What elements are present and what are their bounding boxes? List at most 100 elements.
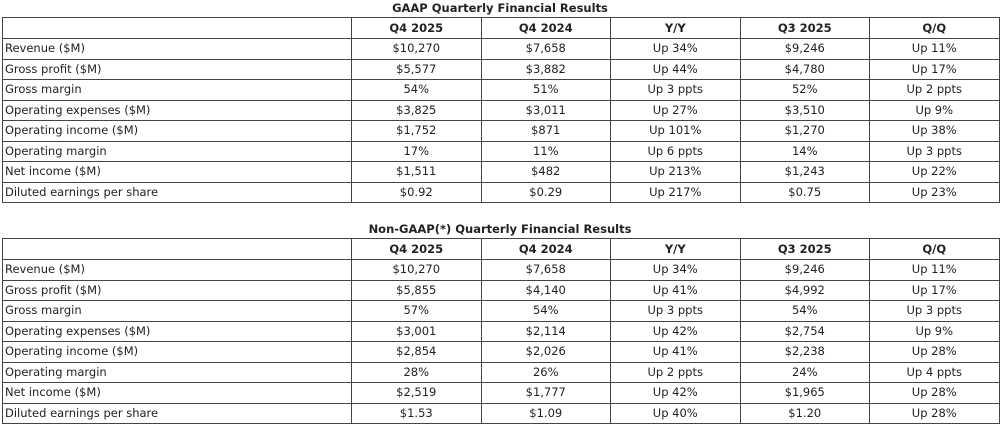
table-cell: Up 41%	[610, 279, 741, 301]
table-cell: $2,519	[351, 382, 482, 404]
table-cell: $1,243	[739, 161, 870, 183]
table-cell: $1,752	[351, 120, 482, 142]
table-cell: Up 28%	[869, 341, 1000, 363]
column-header: Y/Y	[610, 238, 741, 260]
table-cell: $10,270	[351, 259, 482, 281]
table-cell: $1.09	[480, 402, 611, 424]
non-gaap-results-table: Q4 2025 Q4 2024 Y/Y Q3 2025 Q/Q Revenue ($M) $…	[2, 238, 1000, 424]
table-cell: $2,754	[739, 320, 870, 342]
table-cell: $871	[480, 120, 611, 142]
table-cell: $3,510	[739, 99, 870, 121]
table-cell: Up 28%	[869, 402, 1000, 424]
column-header: Q4 2025	[351, 238, 482, 260]
column-header: Q4 2024	[480, 17, 611, 39]
gaap-results-table: Q4 2025 Q4 2024 Y/Y Q3 2025 Q/Q Revenue ($M) $…	[2, 17, 1000, 203]
table-cell: Up 3 ppts	[610, 79, 741, 101]
table-cell: Up 42%	[610, 382, 741, 404]
table-cell: $4,140	[480, 279, 611, 301]
table-cell: Up 3 ppts	[869, 300, 1000, 322]
table-row: Diluted earnings per share $1.53 $1.09 Up 4…	[2, 402, 1000, 424]
table-cell: $3,001	[351, 320, 482, 342]
row-label: Gross margin	[2, 79, 352, 101]
table-cell: $5,855	[351, 279, 482, 301]
table-cell: $9,246	[739, 259, 870, 281]
table-cell: 54%	[739, 300, 870, 322]
table-cell: Up 11%	[869, 259, 1000, 281]
table-cell: Up 23%	[869, 181, 1000, 203]
table-row: Operating margin 17% 11% Up 6 ppts 14% Up 3 p…	[2, 140, 1000, 162]
table-cell: $4,992	[739, 279, 870, 301]
table-cell: Up 2 ppts	[869, 79, 1000, 101]
table-cell: 54%	[480, 300, 611, 322]
table-cell: $1.20	[739, 402, 870, 424]
table-cell: Up 27%	[610, 99, 741, 121]
header-blank	[2, 17, 352, 39]
table-cell: $1,511	[351, 161, 482, 183]
header-blank	[2, 238, 352, 260]
table-row: Operating expenses ($M) $3,001 $2,114 Up 42…	[2, 320, 1000, 342]
table-cell: $2,026	[480, 341, 611, 363]
table-cell: Up 3 ppts	[869, 140, 1000, 162]
table-cell: Up 213%	[610, 161, 741, 183]
table-cell: $2,854	[351, 341, 482, 363]
table-cell: 14%	[739, 140, 870, 162]
table-cell: Up 4 ppts	[869, 361, 1000, 383]
table-cell: Up 41%	[610, 341, 741, 363]
table-cell: 24%	[739, 361, 870, 383]
table-cell: $0.92	[351, 181, 482, 203]
table-cell: $0.29	[480, 181, 611, 203]
row-label: Net income ($M)	[2, 161, 352, 183]
table-row: Net income ($M) $2,519 $1,777 Up 42% $1,965 U…	[2, 382, 1000, 404]
row-label: Gross margin	[2, 300, 352, 322]
row-label: Operating expenses ($M)	[2, 99, 352, 121]
row-label: Gross profit ($M)	[2, 58, 352, 80]
column-header: Q/Q	[869, 238, 1000, 260]
table-cell: $3,882	[480, 58, 611, 80]
non-gaap-table-title: Non-GAAP(*) Quarterly Financial Results	[368, 222, 632, 236]
table-cell: Up 34%	[610, 38, 741, 60]
table-cell: $1.53	[351, 402, 482, 424]
table-cell: 11%	[480, 140, 611, 162]
table-cell: Up 40%	[610, 402, 741, 424]
header-row: Q4 2025 Q4 2024 Y/Y Q3 2025 Q/Q	[2, 17, 1000, 39]
table-cell: Up 28%	[869, 382, 1000, 404]
table-cell: $9,246	[739, 38, 870, 60]
table-row: Diluted earnings per share $0.92 $0.29 Up 2…	[2, 181, 1000, 203]
table-cell: $5,577	[351, 58, 482, 80]
table-cell: Up 101%	[610, 120, 741, 142]
row-label: Diluted earnings per share	[2, 181, 352, 203]
table-cell: Up 2 ppts	[610, 361, 741, 383]
table-cell: $0.75	[739, 181, 870, 203]
table-row: Gross profit ($M) $5,855 $4,140 Up 41% $4,99…	[2, 279, 1000, 301]
table-cell: Up 17%	[869, 58, 1000, 80]
table-cell: $7,658	[480, 259, 611, 281]
table-row: Revenue ($M) $10,270 $7,658 Up 34% $9,246 Up …	[2, 38, 1000, 60]
table-cell: Up 22%	[869, 161, 1000, 183]
table-cell: 17%	[351, 140, 482, 162]
table-cell: $3,011	[480, 99, 611, 121]
table-cell: Up 9%	[869, 99, 1000, 121]
table-cell: $10,270	[351, 38, 482, 60]
table-cell: $4,780	[739, 58, 870, 80]
table-cell: $3,825	[351, 99, 482, 121]
table-cell: 57%	[351, 300, 482, 322]
table-cell: Up 3 ppts	[610, 300, 741, 322]
table-cell: Up 217%	[610, 181, 741, 203]
table-row: Gross margin 54% 51% Up 3 ppts 52% Up 2 ppts	[2, 79, 1000, 101]
table-cell: 52%	[739, 79, 870, 101]
table-row: Operating income ($M) $1,752 $871 Up 101% $1…	[2, 120, 1000, 142]
row-label: Net income ($M)	[2, 382, 352, 404]
table-cell: $482	[480, 161, 611, 183]
table-row: Net income ($M) $1,511 $482 Up 213% $1,243 Up…	[2, 161, 1000, 183]
table-cell: 51%	[480, 79, 611, 101]
table-cell: Up 11%	[869, 38, 1000, 60]
column-header: Q3 2025	[739, 17, 870, 39]
gaap-table-title: GAAP Quarterly Financial Results	[392, 1, 608, 15]
table-cell: 28%	[351, 361, 482, 383]
table-cell: $1,777	[480, 382, 611, 404]
row-label: Operating margin	[2, 140, 352, 162]
column-header: Q4 2025	[351, 17, 482, 39]
table-row: Revenue ($M) $10,270 $7,658 Up 34% $9,246 Up …	[2, 259, 1000, 281]
table-row: Operating margin 28% 26% Up 2 ppts 24% Up 4 p…	[2, 361, 1000, 383]
table-cell: Up 44%	[610, 58, 741, 80]
